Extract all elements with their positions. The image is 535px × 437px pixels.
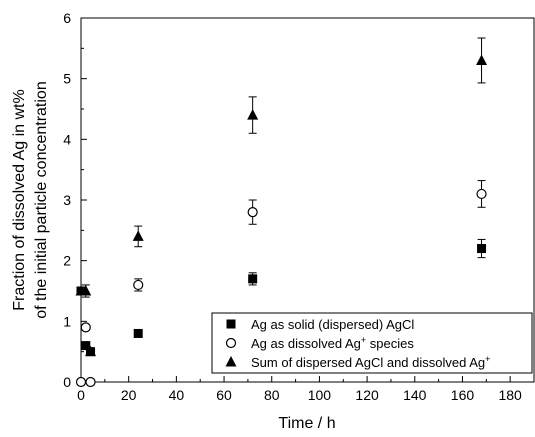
- data-point-triangle: [85, 345, 97, 357]
- data-point-square: [81, 341, 91, 351]
- data-point-triangle: [247, 109, 259, 120]
- y-tick-label: 0: [63, 374, 71, 390]
- y-axis-label-line-1: Fraction of dissolved Ag in wt%: [11, 89, 28, 310]
- data-point-circle: [75, 376, 87, 388]
- legend: Ag as solid (dispersed) AgCl Ag as dissol…: [211, 312, 533, 374]
- x-tick-label: 140: [403, 387, 427, 403]
- y-tick-label: 2: [63, 253, 71, 269]
- y-tick-label: 5: [63, 71, 71, 87]
- data-point-circle: [133, 279, 144, 291]
- data-point-square: [477, 244, 487, 254]
- x-tick-label: 180: [498, 387, 522, 403]
- data-point-triangle: [132, 230, 144, 241]
- data-point-triangle: [80, 285, 92, 296]
- x-tick-label: 80: [264, 387, 280, 403]
- data-point-circle: [80, 322, 91, 333]
- x-tick-label: 40: [169, 387, 185, 403]
- legend-label-text: Ag as solid (dispersed) AgCl: [251, 317, 414, 332]
- x-tick-label: 20: [121, 387, 137, 403]
- x-tick-label: 0: [77, 387, 85, 403]
- data-point-square: [248, 274, 258, 284]
- legend-box: [211, 312, 533, 374]
- x-axis-label: Time / h: [278, 415, 335, 432]
- legend-marker-square: [226, 319, 236, 329]
- data-point-triangle: [476, 54, 488, 65]
- data-point-circle: [85, 376, 96, 388]
- legend-label-text: species: [366, 336, 414, 351]
- series-triangle: [75, 37, 488, 357]
- data-point-square: [133, 328, 143, 338]
- legend-marker-triangle: [225, 356, 237, 367]
- legend-label-text: Ag as dissolved Ag: [251, 336, 361, 351]
- legend-label-superscript: +: [485, 354, 490, 364]
- legend-marker-circle: [225, 337, 237, 349]
- y-axis-label-line-2: of the initial particle concentration: [33, 81, 50, 318]
- y-tick-label: 3: [63, 192, 71, 208]
- x-tick-label: 60: [216, 387, 232, 403]
- data-point-circle: [476, 188, 487, 200]
- legend-label: Ag as solid (dispersed) AgCl: [251, 317, 414, 332]
- x-tick-label: 160: [451, 387, 475, 403]
- legend-label: Ag as dissolved Ag+ species: [251, 335, 414, 351]
- y-tick-label: 4: [63, 131, 71, 147]
- data-point-circle: [247, 207, 258, 218]
- legend-label-superscript: +: [361, 335, 366, 345]
- ticks-layer: 0 20 40 60 80 100 120 140 160 180 0 1 2 3 4 5 6: [63, 10, 535, 403]
- y-tick-label: 1: [63, 313, 71, 329]
- legend-label-text: Sum of dispersed AgCl and dissolved Ag: [251, 355, 485, 370]
- marks-layer: [75, 37, 488, 388]
- x-tick-label: 100: [308, 387, 332, 403]
- series-circle: [75, 180, 487, 388]
- x-tick-label: 120: [355, 387, 379, 403]
- y-tick-label: 6: [63, 10, 71, 26]
- legend-label: Sum of dispersed AgCl and dissolved Ag+: [251, 354, 490, 370]
